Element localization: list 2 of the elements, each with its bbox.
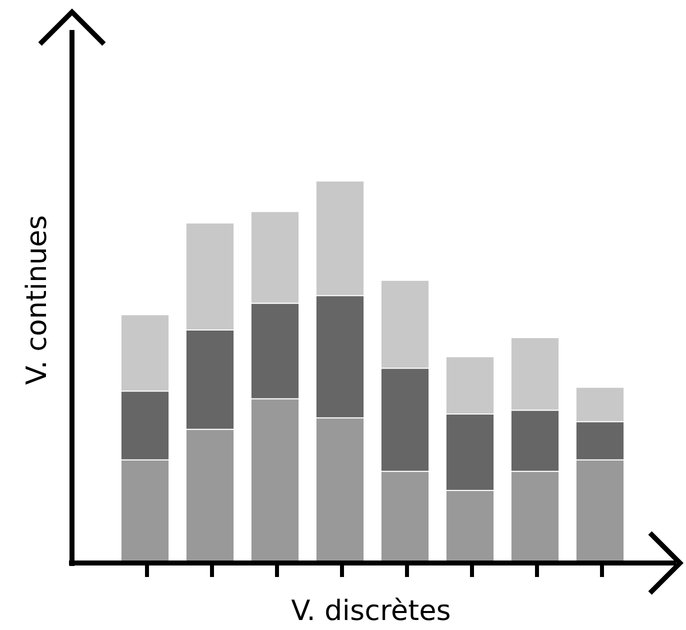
y-axis-title: V. continues [20, 215, 53, 385]
x-axis-title: V. discrètes [291, 594, 451, 627]
